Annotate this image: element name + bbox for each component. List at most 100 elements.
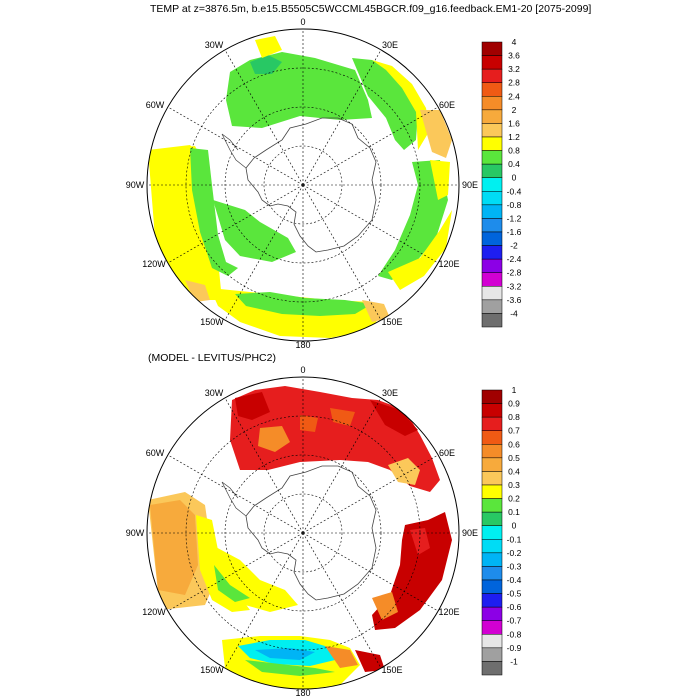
colorbar-swatch xyxy=(481,606,503,621)
colorbar-swatch xyxy=(481,191,503,206)
panel1-field-pacific xyxy=(185,280,390,338)
colorbar-label: 0 xyxy=(512,173,517,183)
colorbar-swatch xyxy=(481,403,503,418)
colorbar-label: -0.5 xyxy=(507,589,522,599)
colorbar-label: -1.6 xyxy=(507,227,522,237)
colorbar-swatch xyxy=(481,258,503,273)
colorbar-label: 2.4 xyxy=(508,91,520,101)
colorbar-label: 0 xyxy=(512,521,517,531)
panel1-colorbar: 4 3.6 3.2 2.8 2.4 2 1.6 1.2 0.8 0.4 0 -0.4 -0.8 -1.2 -… xyxy=(481,37,522,328)
colorbar-label: -0.2 xyxy=(507,548,522,558)
colorbar-swatch xyxy=(481,68,503,83)
colorbar-label: -0.1 xyxy=(507,534,522,544)
panel1-lon-90e: 90E xyxy=(462,180,478,190)
colorbar-label: -0.9 xyxy=(507,643,522,653)
colorbar-label: 3.2 xyxy=(508,64,520,74)
panel2-lon-30e: 30E xyxy=(382,388,398,398)
colorbar-swatch xyxy=(481,150,503,165)
panel2-lon-120w: 120W xyxy=(142,607,166,617)
panel2-field-pacific xyxy=(222,636,385,689)
colorbar-swatch xyxy=(481,123,503,138)
panel2-lon-90w: 90W xyxy=(126,528,145,538)
colorbar-swatch xyxy=(481,286,503,301)
colorbar-swatch xyxy=(481,299,503,314)
panel1-field-east xyxy=(378,160,452,290)
panel1-lon-90w: 90W xyxy=(126,180,145,190)
colorbar-label: 0.5 xyxy=(508,453,520,463)
panel1-field-atlantic xyxy=(226,36,372,128)
panel2-lon-150e: 150E xyxy=(381,665,402,675)
panel1-lon-30e: 30E xyxy=(382,40,398,50)
colorbar-label: -0.4 xyxy=(507,186,522,196)
colorbar-swatch xyxy=(481,484,503,499)
colorbar-swatch xyxy=(481,457,503,472)
colorbar-swatch xyxy=(481,661,503,676)
panel2-lon-90e: 90E xyxy=(462,528,478,538)
colorbar-label: -2.4 xyxy=(507,254,522,264)
panel1-lon-60w: 60W xyxy=(146,100,165,110)
panel1-lon-150e: 150E xyxy=(381,317,402,327)
colorbar-swatch xyxy=(481,471,503,486)
panel2-field-atlantic-indian xyxy=(230,386,440,492)
colorbar-swatch xyxy=(481,41,503,56)
colorbar-label: -0.3 xyxy=(507,561,522,571)
colorbar-swatch xyxy=(481,430,503,445)
panel1-lon-180: 180 xyxy=(295,340,310,350)
panel1-map-border xyxy=(146,28,460,342)
panel1-lon-30w: 30W xyxy=(205,40,224,50)
colorbar-swatch xyxy=(481,109,503,124)
panel2-field-east xyxy=(372,512,452,630)
colorbar-label: -3.6 xyxy=(507,295,522,305)
colorbar-swatch xyxy=(481,204,503,219)
panel2-title: (MODEL - LEVITUS/PHC2) xyxy=(148,352,276,364)
colorbar-label: 1 xyxy=(512,385,517,395)
colorbar-swatch xyxy=(481,272,503,287)
panel2-lon-120e: 120E xyxy=(438,607,459,617)
panel1-lon-labels: 0 30E 60E 90E 120E 150E 180 150W 120W 90… xyxy=(126,17,478,350)
colorbar-swatch xyxy=(481,163,503,178)
panel2-antarctica-outline xyxy=(245,465,377,601)
colorbar-label: -2 xyxy=(510,241,518,251)
colorbar-label: -0.8 xyxy=(507,200,522,210)
panel2-map: 0 30E 60E 90E 120E 150E 180 150W 120W 90… xyxy=(126,365,522,698)
colorbar-swatch xyxy=(481,647,503,662)
panel1-antarctica-outline xyxy=(245,117,377,253)
colorbar-label: 0.1 xyxy=(508,507,520,517)
panel1-lon-120e: 120E xyxy=(438,259,459,269)
colorbar-swatch xyxy=(481,620,503,635)
colorbar-swatch xyxy=(481,552,503,567)
colorbar-label: 1.2 xyxy=(508,132,520,142)
colorbar-swatch xyxy=(481,82,503,97)
colorbar-swatch xyxy=(481,55,503,70)
panel1-field-west-green xyxy=(190,148,296,276)
panel2-map-border xyxy=(146,376,460,690)
panel2-lon-0: 0 xyxy=(300,365,305,375)
colorbar-label: 0.6 xyxy=(508,439,520,449)
colorbar-label: 0.8 xyxy=(508,412,520,422)
colorbar-swatch xyxy=(481,498,503,513)
panel2-meridians xyxy=(147,377,459,689)
colorbar-label: 0.3 xyxy=(508,480,520,490)
colorbar-label: 0.9 xyxy=(508,399,520,409)
colorbar-label: 0.2 xyxy=(508,494,520,504)
colorbar-label: -1.2 xyxy=(507,213,522,223)
colorbar-label: 1.6 xyxy=(508,118,520,128)
colorbar-label: 0.7 xyxy=(508,426,520,436)
panel2-peninsula-outline xyxy=(221,481,247,517)
colorbar-label: -0.4 xyxy=(507,575,522,585)
colorbar-swatch xyxy=(481,416,503,431)
colorbar-swatch xyxy=(481,539,503,554)
colorbar-label: 0.8 xyxy=(508,146,520,156)
colorbar-swatch xyxy=(481,136,503,151)
colorbar-swatch xyxy=(481,566,503,581)
colorbar-label: -1 xyxy=(510,656,518,666)
colorbar-swatch xyxy=(481,579,503,594)
panel2-lon-60w: 60W xyxy=(146,448,165,458)
colorbar-label: -4 xyxy=(510,308,518,318)
colorbar-swatch xyxy=(481,525,503,540)
colorbar-swatch xyxy=(481,511,503,526)
panel2-lon-60e: 60E xyxy=(439,448,455,458)
panel1-peninsula-outline xyxy=(221,133,247,169)
colorbar-label: -0.8 xyxy=(507,629,522,639)
